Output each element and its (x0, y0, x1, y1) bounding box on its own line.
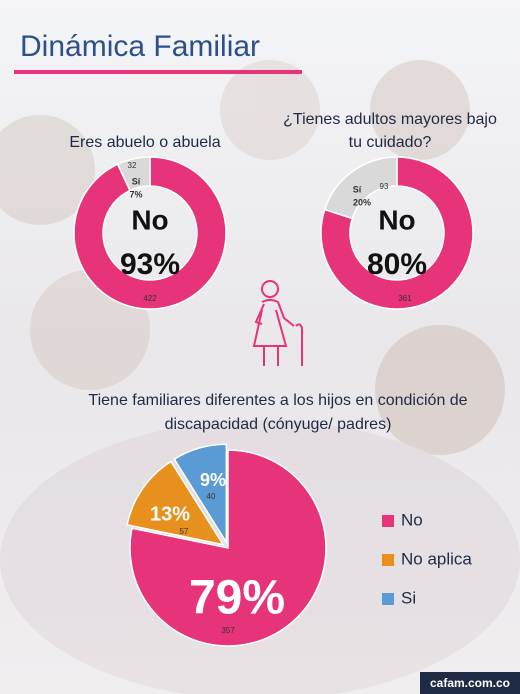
footer-text: cafam.com.co (430, 676, 510, 690)
count-label: 422 (143, 294, 157, 303)
percent-label: 13% (150, 503, 190, 525)
page: Dinámica Familiar cafam.com.co Eres abue… (0, 0, 520, 694)
count-label: 40 (207, 492, 216, 501)
count-label: 57 (180, 527, 189, 536)
chart-title: tu cuidado? (349, 134, 432, 151)
title-underline (14, 70, 302, 74)
chart-title: Eres abuelo o abuela (69, 134, 220, 151)
category-label: No (378, 204, 415, 235)
count-label: 361 (398, 294, 412, 303)
page-title: Dinámica Familiar (20, 30, 260, 63)
chart-title: discapacidad (cónyuge/ padres) (165, 416, 392, 433)
count-label: 93 (380, 182, 389, 191)
legend-label: No (401, 510, 423, 529)
percent-label: 7% (129, 189, 142, 199)
legend-swatch (382, 515, 394, 527)
infographic: Dinámica Familiar cafam.com.co Eres abue… (0, 0, 520, 694)
legend-label: No aplica (401, 549, 472, 568)
legend-swatch (382, 554, 394, 566)
count-label: 357 (221, 626, 235, 635)
legend-swatch (382, 593, 394, 605)
percent-label: 93% (120, 248, 180, 281)
percent-label: 80% (367, 248, 427, 281)
chart-title: ¿Tienes adultos mayores bajo (283, 111, 497, 128)
category-label: Sí (353, 184, 362, 194)
chart-title: Tiene familiares diferentes a los hijos … (88, 392, 467, 409)
category-label: Sí (132, 176, 141, 186)
legend-label: Si (401, 588, 416, 607)
category-label: No (131, 204, 168, 235)
percent-label: 9% (200, 470, 226, 490)
percent-label: 79% (189, 572, 285, 625)
count-label: 32 (128, 161, 137, 170)
percent-label: 20% (353, 197, 371, 207)
